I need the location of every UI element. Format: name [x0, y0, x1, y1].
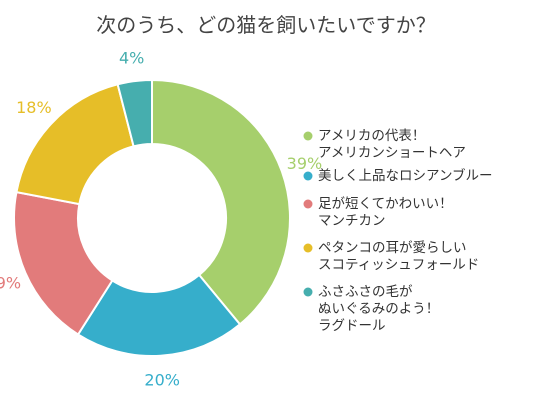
legend: アメリカの代表！アメリカンショートヘア美しく上品なロシアンブルー足が短くてかわい… [303, 128, 493, 334]
legend-label: アメリカンショートヘア [318, 145, 466, 161]
legend-marker [303, 131, 313, 141]
legend-marker [303, 199, 313, 209]
legend-marker [303, 287, 313, 297]
donut-slice [151, 78, 291, 326]
legend-label: 足が短くてかわいい！ [318, 196, 453, 212]
slice-percent-label: 20% [144, 371, 180, 390]
percent-labels: 39% 20% 19% 18% 4% [0, 48, 322, 389]
slice-percent-label: 19% [0, 273, 21, 292]
legend-label: マンチカン [318, 213, 386, 229]
legend-label: ふさふさの毛が [318, 284, 413, 300]
legend-label: アメリカの代表！ [318, 128, 425, 144]
donut-slices [13, 78, 291, 357]
slice-percent-label: 4% [119, 48, 144, 67]
slice-percent-label: 18% [16, 98, 52, 117]
donut-slice [116, 78, 153, 148]
legend-label: ぬいぐるみのよう！ [318, 301, 439, 317]
legend-label: ペタンコの耳が愛らしい [318, 240, 467, 256]
legend-marker [303, 171, 313, 181]
legend-label: ラグドール [318, 318, 386, 334]
slice-percent-label: 39% [287, 154, 323, 173]
legend-label: 美しく上品なロシアンブルー [318, 167, 493, 184]
donut-slice [76, 273, 242, 357]
legend-marker [303, 243, 313, 253]
legend-label: スコティッシュフォールド [318, 257, 479, 273]
chart-title: 次のうち、どの猫を飼いたいですか？ [96, 13, 435, 37]
